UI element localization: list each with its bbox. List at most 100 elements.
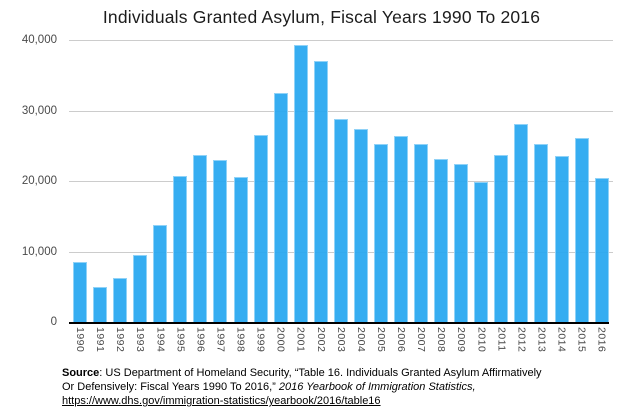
source-label: Source bbox=[62, 367, 100, 379]
y-axis-label-0: 0 bbox=[50, 316, 57, 328]
x-axis-label-2001: 2001 bbox=[294, 327, 307, 353]
x-label-cell-2013: 2013 bbox=[534, 327, 548, 361]
x-label-cell-1999: 1999 bbox=[254, 327, 268, 361]
x-axis-label-1995: 1995 bbox=[174, 327, 187, 353]
x-label-cell-2006: 2006 bbox=[394, 327, 408, 361]
x-axis-label-2004: 2004 bbox=[354, 327, 367, 353]
x-axis-label-2008: 2008 bbox=[435, 327, 448, 353]
x-label-cell-2000: 2000 bbox=[274, 327, 288, 361]
gridline-40000 bbox=[69, 40, 613, 41]
x-axis-label-1998: 1998 bbox=[234, 327, 247, 353]
bar-2004 bbox=[353, 128, 368, 322]
x-label-cell-1993: 1993 bbox=[133, 327, 147, 361]
x-label-cell-2004: 2004 bbox=[354, 327, 368, 361]
x-axis-tick-labels: 1990 1991 1992 1993 1994 1995 1996 1997 1998 1999… bbox=[69, 327, 613, 361]
x-axis-label-1999: 1999 bbox=[254, 327, 267, 353]
x-label-cell-2016: 2016 bbox=[595, 327, 609, 361]
x-label-cell-1998: 1998 bbox=[234, 327, 248, 361]
x-axis-label-2013: 2013 bbox=[535, 327, 548, 353]
bar-1996 bbox=[193, 155, 208, 322]
y-axis-label-40000: 40,000 bbox=[21, 34, 57, 46]
bar-1992 bbox=[113, 277, 128, 322]
x-axis-label-2003: 2003 bbox=[334, 327, 347, 353]
x-axis-label-2005: 2005 bbox=[374, 327, 387, 353]
x-label-cell-1997: 1997 bbox=[213, 327, 227, 361]
x-label-cell-2002: 2002 bbox=[314, 327, 328, 361]
y-axis-label-20000: 20,000 bbox=[21, 175, 57, 187]
bar-2000 bbox=[273, 92, 288, 322]
bar-2016 bbox=[594, 177, 609, 322]
x-axis-label-1997: 1997 bbox=[214, 327, 227, 353]
x-label-cell-2015: 2015 bbox=[575, 327, 589, 361]
y-axis-tick-labels: 40,000 30,000 20,000 10,000 0 bbox=[0, 0, 57, 420]
y-axis-label-10000: 10,000 bbox=[21, 245, 57, 258]
x-axis-label-2015: 2015 bbox=[575, 327, 588, 353]
bar-1997 bbox=[213, 160, 228, 322]
x-label-cell-2010: 2010 bbox=[474, 327, 488, 361]
bar-1995 bbox=[173, 175, 188, 322]
gridline-30000 bbox=[69, 110, 613, 112]
source-citation-italic: 2016 Yearbook of Immigration Statistics, bbox=[278, 381, 476, 393]
bar-1998 bbox=[233, 177, 248, 322]
x-label-cell-1990: 1990 bbox=[73, 327, 87, 361]
x-label-cell-2001: 2001 bbox=[294, 327, 308, 361]
bar-1991 bbox=[93, 286, 108, 322]
bar-2012 bbox=[514, 123, 529, 322]
bar-2013 bbox=[534, 144, 549, 322]
x-axis-label-1993: 1993 bbox=[134, 327, 147, 353]
x-axis-label-2011: 2011 bbox=[495, 327, 508, 352]
bar-1994 bbox=[153, 224, 168, 322]
bar-2001 bbox=[293, 44, 308, 322]
bar-2007 bbox=[414, 143, 429, 322]
x-axis-label-2012: 2012 bbox=[515, 327, 528, 353]
x-axis-line bbox=[69, 321, 609, 324]
bar-2002 bbox=[313, 61, 328, 322]
x-axis-label-1994: 1994 bbox=[154, 327, 167, 353]
chart-title: Individuals Granted Asylum, Fiscal Years… bbox=[102, 7, 541, 27]
x-label-cell-1996: 1996 bbox=[193, 327, 207, 361]
bar-2009 bbox=[454, 164, 469, 322]
x-label-cell-2011: 2011 bbox=[494, 327, 508, 361]
x-axis-label-2000: 2000 bbox=[274, 327, 287, 353]
source-url-link[interactable]: https://www.dhs.gov/immigration-statisti… bbox=[62, 395, 381, 407]
x-axis-label-1991: 1991 bbox=[94, 327, 107, 353]
bar-1999 bbox=[253, 134, 268, 322]
bar-2014 bbox=[554, 156, 569, 322]
x-label-cell-1991: 1991 bbox=[93, 327, 107, 361]
bar-1990 bbox=[73, 262, 87, 322]
x-axis-label-2010: 2010 bbox=[475, 327, 488, 353]
x-label-cell-1992: 1992 bbox=[113, 327, 127, 361]
x-axis-label-2006: 2006 bbox=[395, 327, 407, 353]
bar-2010 bbox=[474, 182, 489, 322]
x-axis-label-1996: 1996 bbox=[194, 327, 207, 353]
x-axis-label-2002: 2002 bbox=[314, 327, 327, 353]
x-label-cell-2008: 2008 bbox=[434, 327, 448, 361]
plot-area bbox=[69, 40, 613, 322]
bar-series bbox=[69, 40, 613, 322]
x-label-cell-2005: 2005 bbox=[374, 327, 388, 361]
bar-2011 bbox=[494, 155, 509, 322]
x-label-cell-2009: 2009 bbox=[454, 327, 468, 361]
x-label-cell-1994: 1994 bbox=[153, 327, 167, 361]
x-axis-label-1992: 1992 bbox=[114, 327, 127, 353]
x-axis-label-2014: 2014 bbox=[555, 327, 568, 353]
bar-2015 bbox=[574, 137, 589, 322]
bar-2003 bbox=[333, 119, 348, 322]
x-label-cell-2012: 2012 bbox=[514, 327, 528, 361]
x-axis-label-2007: 2007 bbox=[415, 327, 428, 353]
source-line1-text: : US Department of Homeland Security, “T… bbox=[99, 367, 542, 379]
x-axis-label-2016: 2016 bbox=[595, 327, 608, 353]
source-note: Source: US Department of Homeland Securi… bbox=[62, 366, 582, 408]
y-axis-label-30000: 30,000 bbox=[21, 104, 57, 117]
x-axis-label-2009: 2009 bbox=[455, 327, 468, 353]
bar-1993 bbox=[133, 254, 148, 322]
bar-2005 bbox=[373, 143, 388, 322]
x-label-cell-2003: 2003 bbox=[334, 327, 348, 361]
x-label-cell-2007: 2007 bbox=[414, 327, 428, 361]
x-label-cell-1995: 1995 bbox=[173, 327, 187, 361]
x-axis-label-1990: 1990 bbox=[74, 327, 86, 353]
bar-2006 bbox=[394, 135, 408, 322]
bar-2008 bbox=[434, 159, 449, 322]
source-line2-text: Or Defensively: Fiscal Years 1990 To 201… bbox=[62, 381, 279, 393]
